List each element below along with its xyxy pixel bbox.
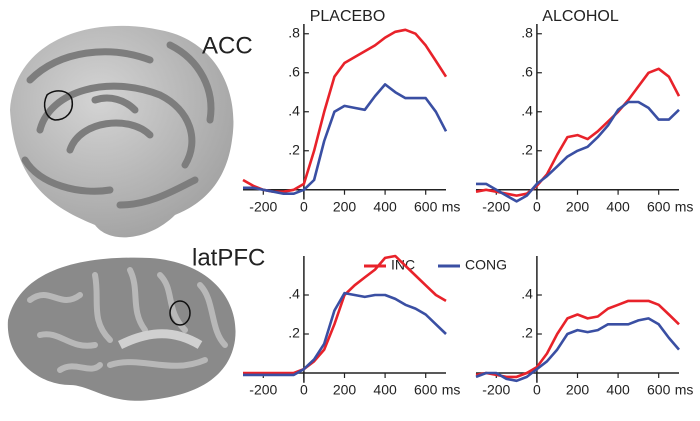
x-tick-label: 600	[647, 198, 671, 214]
panel-title: ALCOHOL	[542, 8, 619, 25]
legend: INC CONG	[364, 257, 507, 273]
roi-acc	[43, 90, 74, 121]
series-line	[242, 28, 448, 193]
x-tick-label: 0	[300, 382, 308, 398]
series-line	[475, 67, 681, 197]
x-tick-label: 400	[373, 382, 397, 398]
legend-label: CONG	[465, 257, 507, 273]
y-tick-label: .2	[521, 141, 533, 157]
x-tick-label: -200	[482, 382, 510, 398]
x-tick-label: -200	[482, 198, 510, 214]
x-tick-label: 400	[373, 198, 397, 214]
y-tick-label: .4	[288, 102, 300, 118]
y-tick-label: .8	[288, 24, 300, 40]
y-tick-label: .4	[521, 102, 533, 118]
roi-latpfc	[169, 300, 191, 326]
x-axis-label: ms	[675, 382, 694, 398]
brain-lateral	[7, 257, 236, 401]
series-line	[475, 317, 680, 383]
brain-medial	[10, 25, 234, 238]
panel: -200 0 200 400 600 ms .4 .2	[475, 256, 694, 398]
y-tick-label: .2	[521, 325, 533, 341]
y-tick-label: .4	[288, 286, 300, 302]
series-line	[243, 83, 448, 195]
x-tick-label: 400	[606, 198, 630, 214]
row-label: latPFC	[192, 244, 265, 271]
x-tick-label: 200	[566, 382, 590, 398]
x-tick-label: -200	[249, 198, 277, 214]
series-line	[476, 100, 680, 203]
y-tick-label: .6	[521, 63, 533, 79]
row-label: ACC	[202, 32, 253, 59]
x-tick-label: 600	[414, 382, 438, 398]
y-tick-label: .2	[288, 141, 300, 157]
x-axis-label: ms	[675, 198, 694, 214]
y-tick-label: .4	[521, 286, 533, 302]
x-tick-label: -200	[249, 382, 277, 398]
panel: -200 0 200 400 600 ms .4 .2	[243, 254, 461, 398]
panel: PLACEBO -200 0 200 400 600 ms .8 .6 .4 .2	[242, 8, 461, 214]
x-axis-label: ms	[442, 198, 461, 214]
x-tick-label: 0	[300, 198, 308, 214]
x-tick-label: 0	[533, 382, 541, 398]
series-line	[243, 254, 447, 375]
x-tick-label: 600	[414, 198, 438, 214]
x-tick-label: 0	[533, 198, 541, 214]
series-line	[475, 299, 680, 379]
panel-title: PLACEBO	[310, 8, 386, 25]
x-tick-label: 200	[333, 382, 357, 398]
y-tick-label: .2	[288, 325, 300, 341]
series-line	[243, 291, 447, 377]
x-tick-label: 600	[647, 382, 671, 398]
panel: ALCOHOL -200 0 200 400 600 ms .8 .6 .4 .2	[475, 8, 694, 214]
x-tick-label: 200	[566, 198, 590, 214]
x-tick-label: 400	[606, 382, 630, 398]
x-tick-label: 200	[333, 198, 357, 214]
x-axis-label: ms	[442, 382, 461, 398]
y-tick-label: .6	[288, 63, 300, 79]
y-tick-label: .8	[521, 24, 533, 40]
